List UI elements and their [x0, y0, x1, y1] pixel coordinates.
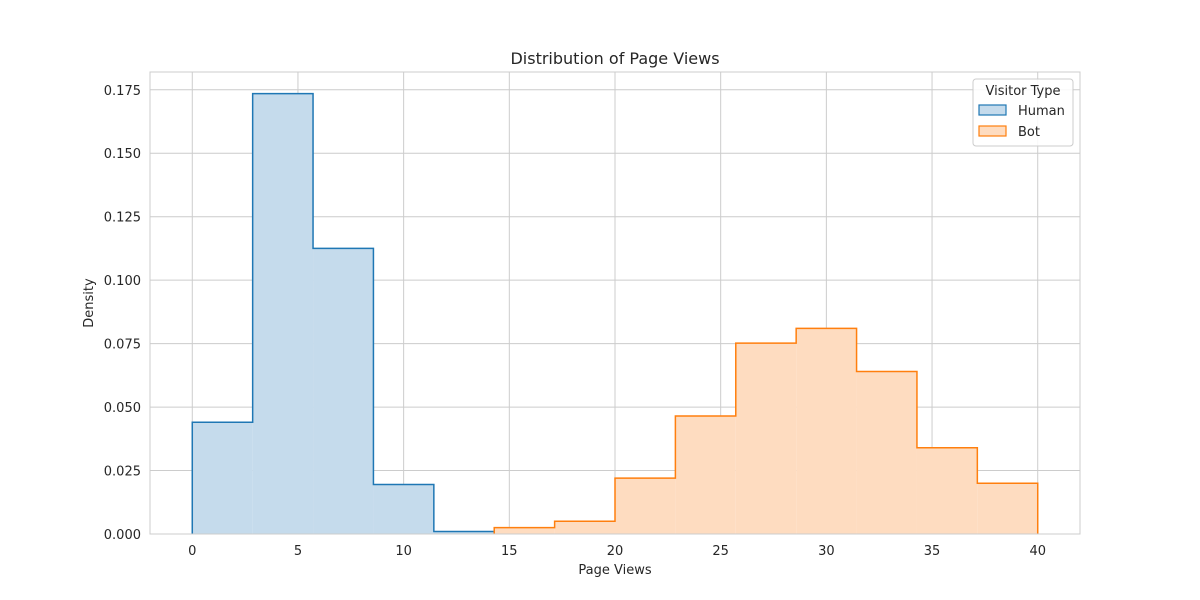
- x-tick-label: 20: [607, 544, 624, 559]
- chart-title: Distribution of Page Views: [510, 49, 719, 68]
- y-tick-label: 0.125: [104, 211, 141, 226]
- histogram-bar-bot: [735, 343, 797, 534]
- x-tick-label: 35: [924, 544, 941, 559]
- y-tick-label: 0.100: [104, 274, 141, 289]
- legend-title: Visitor Type: [986, 84, 1061, 99]
- x-tick-label: 40: [1029, 544, 1046, 559]
- x-axis-label: Page Views: [578, 563, 651, 578]
- y-tick-label: 0.075: [104, 338, 141, 353]
- y-tick-label: 0.150: [104, 147, 141, 162]
- histogram-bar-human: [252, 93, 314, 535]
- histogram-bar-human: [373, 484, 434, 534]
- histogram-bar-bot: [494, 527, 555, 534]
- histogram-bar-bot: [856, 371, 917, 534]
- histogram-bar-human: [192, 422, 253, 534]
- legend: Visitor Type Human Bot: [972, 78, 1074, 147]
- histogram-bar-bot: [916, 447, 978, 534]
- legend-swatch-human: [978, 104, 1007, 116]
- legend-swatch-bot: [978, 125, 1007, 137]
- histogram-bar-human: [313, 248, 374, 534]
- x-tick-label: 30: [818, 544, 835, 559]
- legend-label-bot: Bot: [1018, 125, 1040, 140]
- histogram-bar-bot: [554, 521, 615, 534]
- histogram-bar-bot: [977, 483, 1038, 534]
- x-tick-label: 25: [712, 544, 729, 559]
- legend-label-human: Human: [1018, 104, 1065, 119]
- x-tick-label: 5: [294, 544, 302, 559]
- histogram-outline-human: [191, 92, 495, 534]
- histogram-bar-bot: [796, 328, 857, 534]
- legend-items: Human Bot: [978, 104, 1065, 140]
- series-layer: [191, 92, 1039, 535]
- histogram-bar-bot: [675, 415, 736, 534]
- y-tick-label: 0.025: [104, 465, 141, 480]
- y-axis-label: Density: [82, 278, 97, 328]
- histogram-outline-bot: [493, 327, 1039, 534]
- y-tick-label: 0.000: [104, 528, 141, 543]
- x-tick-label: 10: [395, 544, 412, 559]
- x-tick-label: 0: [188, 544, 196, 559]
- series-human: [191, 92, 495, 535]
- x-axis-ticks: 0 5 10 15 20 25 30 35 40: [188, 544, 1046, 559]
- y-tick-label: 0.050: [104, 401, 141, 416]
- plot-frame: [149, 71, 1081, 535]
- histogram-bar-human: [433, 531, 495, 534]
- histogram-bar-bot: [615, 478, 676, 534]
- x-tick-label: 15: [501, 544, 518, 559]
- series-bot: [493, 327, 1039, 534]
- y-axis-ticks: 0.000 0.025 0.050 0.075 0.100 0.125 0.150 0.175: [104, 84, 141, 543]
- y-tick-label: 0.175: [104, 84, 141, 99]
